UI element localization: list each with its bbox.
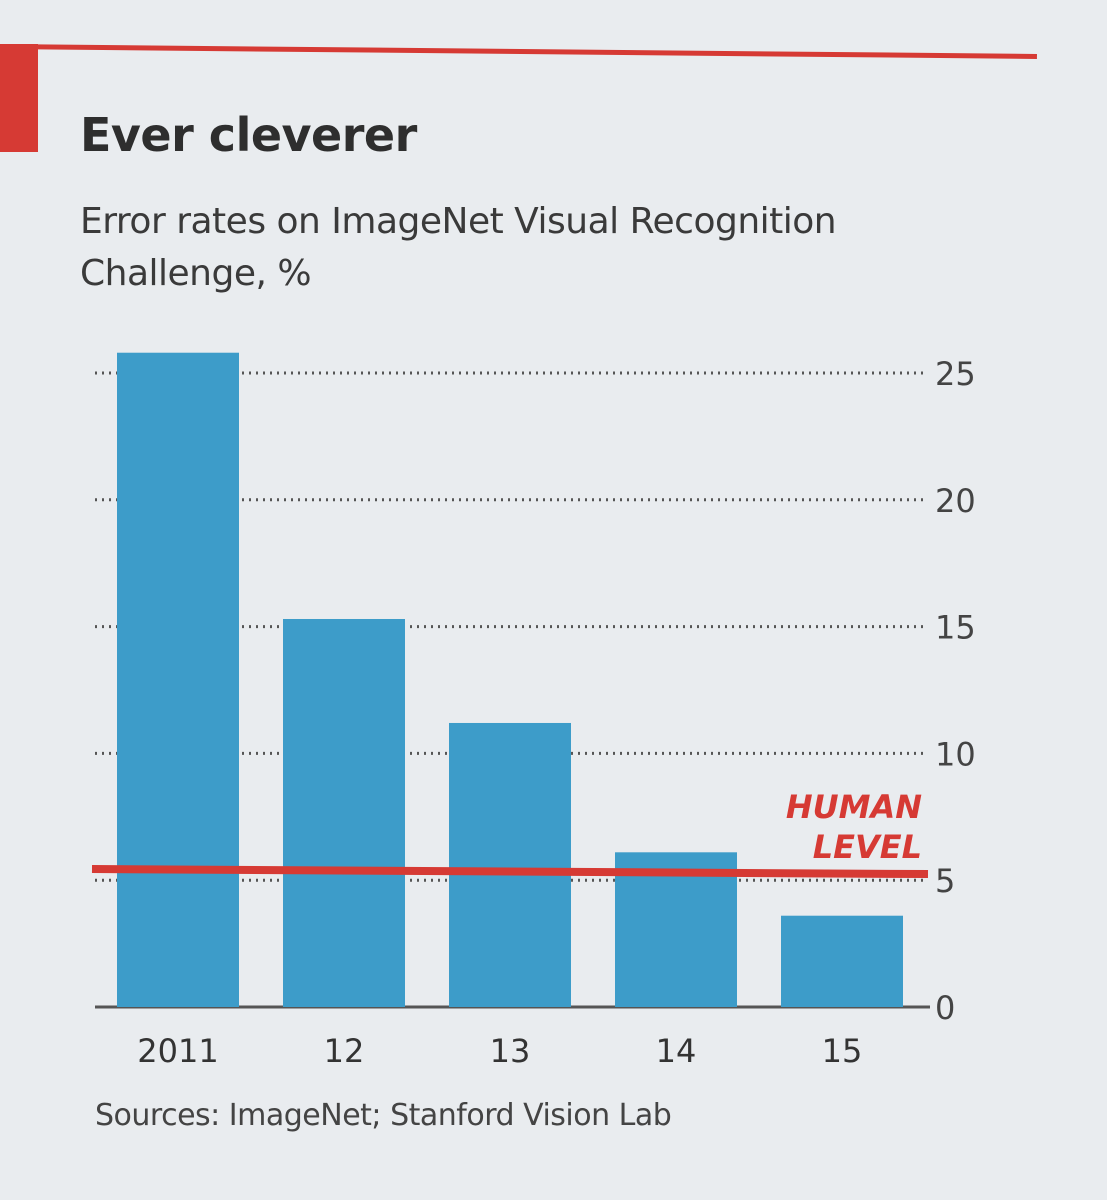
reference-label-line-2: LEVEL (813, 828, 922, 866)
y-tick-label: 5 (935, 862, 955, 900)
human-level-line: HUMAN LEVEL (91, 788, 929, 879)
bar (449, 722, 571, 1007)
x-tick-label: 2011 (137, 1032, 218, 1070)
x-tick-label: 12 (324, 1032, 365, 1070)
x-ticks: 2011 12 13 14 15 (137, 1032, 862, 1070)
y-tick-label: 20 (935, 482, 976, 520)
bar (781, 915, 903, 1007)
y-tick-label: 15 (935, 609, 976, 647)
reference-label-line-1: HUMAN (786, 788, 922, 826)
bar (615, 852, 737, 1007)
bars (117, 352, 903, 1007)
x-tick-label: 13 (490, 1032, 531, 1070)
y-tick-label: 25 (935, 355, 976, 393)
x-tick-label: 14 (656, 1032, 697, 1070)
x-tick-label: 15 (822, 1032, 863, 1070)
y-ticks: 0 5 10 15 20 25 (935, 355, 976, 1027)
chart-subtitle: Error rates on ImageNet Visual Recogniti… (80, 201, 837, 294)
bar (283, 618, 405, 1007)
chart-title: Ever cleverer (80, 108, 417, 162)
bar (117, 352, 239, 1007)
red-corner-tab (0, 44, 38, 152)
chart-source: Sources: ImageNet; Stanford Vision Lab (95, 1098, 672, 1133)
reference-line (91, 865, 929, 879)
y-tick-label: 10 (935, 735, 976, 773)
y-tick-label: 0 (935, 989, 955, 1027)
